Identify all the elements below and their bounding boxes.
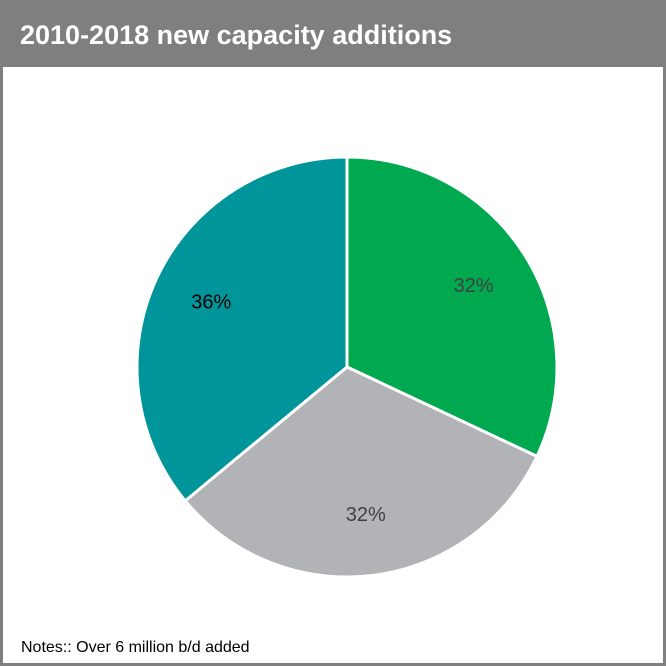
slice-label-2: 32%	[346, 504, 386, 526]
pie-slice-2	[183, 365, 539, 579]
slice-label-1: 32%	[454, 275, 494, 297]
slice-label-3: 36%	[191, 291, 231, 313]
title-bar: 2010-2018 new capacity additions	[3, 3, 666, 67]
pie-slice-3	[135, 155, 349, 503]
chart-title: 2010-2018 new capacity additions	[20, 19, 453, 50]
chart-notes: Notes:: Over 6 million b/d added	[21, 639, 250, 656]
pie-slice-1	[345, 155, 559, 458]
pie-chart: 32% 32% 36%	[135, 155, 559, 579]
